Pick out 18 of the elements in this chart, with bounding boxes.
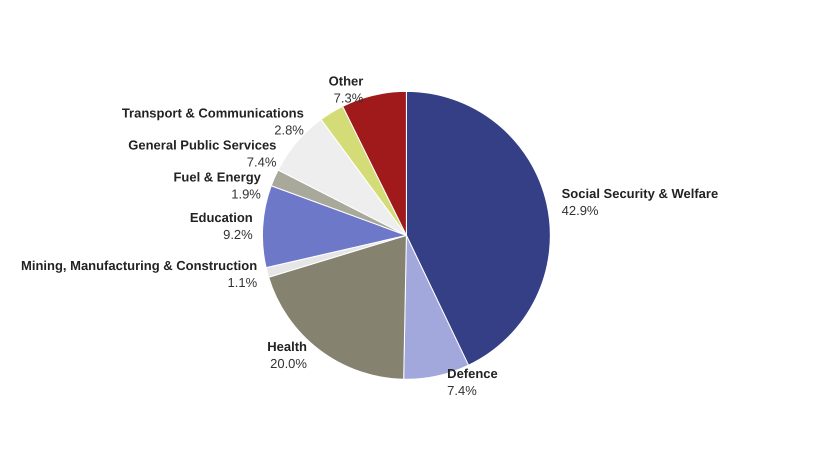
data-label: 42.9% — [562, 203, 599, 218]
data-label: 1.1% — [228, 275, 258, 290]
slice-label: Mining, Manufacturing & Construction — [21, 258, 258, 274]
slice-label: General Public Services — [128, 137, 276, 152]
data-label: 7.3% — [334, 90, 364, 106]
slice-label: Other — [328, 73, 364, 88]
data-label: 7.4% — [246, 154, 277, 170]
slice-label: Social Security & Welfare — [562, 186, 718, 202]
slice-label: Fuel & Energy — [173, 169, 262, 184]
data-label: 7.4% — [447, 382, 478, 398]
data-label: 20.0% — [270, 356, 308, 371]
data-label: 1.9% — [231, 186, 262, 202]
data-label: 2.8% — [274, 122, 304, 138]
slice-label: Transport & Communications — [122, 105, 304, 120]
data-label: 9.2% — [223, 226, 254, 242]
slice-label: Education — [190, 210, 253, 225]
slice-label: Health — [267, 338, 308, 354]
slice-label: Defence — [447, 366, 498, 381]
